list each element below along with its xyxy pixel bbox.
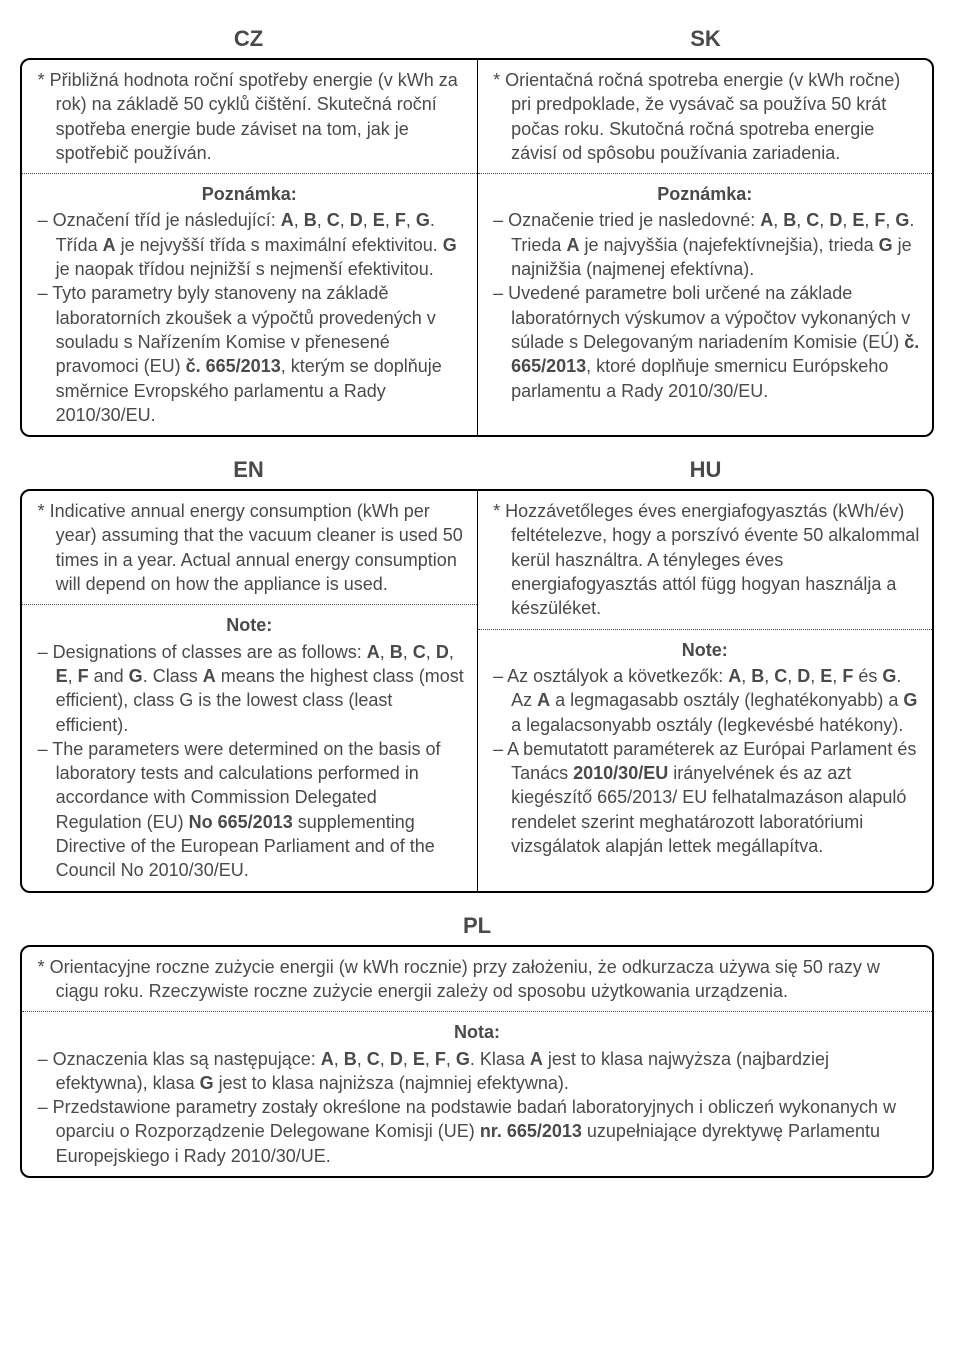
table-cell: Note:– Designations of classes are as fo… (22, 604, 477, 890)
lang-header: CZ (20, 20, 477, 58)
lang-header: EN (20, 451, 477, 489)
table-col-left: * Přibližná hodnota roční spotřeby energ… (22, 60, 478, 435)
table-cell: * Orientacyjne roczne zużycie energii (w… (22, 947, 932, 1012)
lang-header: HU (477, 451, 934, 489)
lang-header: SK (477, 20, 934, 58)
comparison-table: * Indicative annual energy consumption (… (20, 489, 934, 892)
comparison-table: * Přibližná hodnota roční spotřeby energ… (20, 58, 934, 437)
section-header-row: CZSK (20, 20, 934, 58)
single-table: * Orientacyjne roczne zużycie energii (w… (20, 945, 934, 1178)
table-cell: Nota:– Oznaczenia klas są następujące: A… (22, 1011, 932, 1176)
table-col-left: * Indicative annual energy consumption (… (22, 491, 478, 890)
document-root: CZSK* Přibližná hodnota roční spotřeby e… (20, 20, 934, 1178)
table-cell: Note:– Az osztályok a következők: A, B, … (478, 629, 933, 867)
table-cell: Poznámka:– Označení tříd je následující:… (22, 173, 477, 435)
table-cell: * Orientačná ročná spotreba energie (v k… (478, 60, 933, 173)
table-col-right: * Hozzávetőleges éves energiafogyasztás … (478, 491, 933, 890)
table-cell: * Přibližná hodnota roční spotřeby energ… (22, 60, 477, 173)
table-cell: Poznámka:– Označenie tried je nasledovné… (478, 173, 933, 411)
lang-header: PL (20, 907, 934, 945)
table-cell: * Hozzávetőleges éves energiafogyasztás … (478, 491, 933, 628)
section-header-row: ENHU (20, 451, 934, 489)
table-col-right: * Orientačná ročná spotreba energie (v k… (478, 60, 933, 435)
table-cell: * Indicative annual energy consumption (… (22, 491, 477, 604)
